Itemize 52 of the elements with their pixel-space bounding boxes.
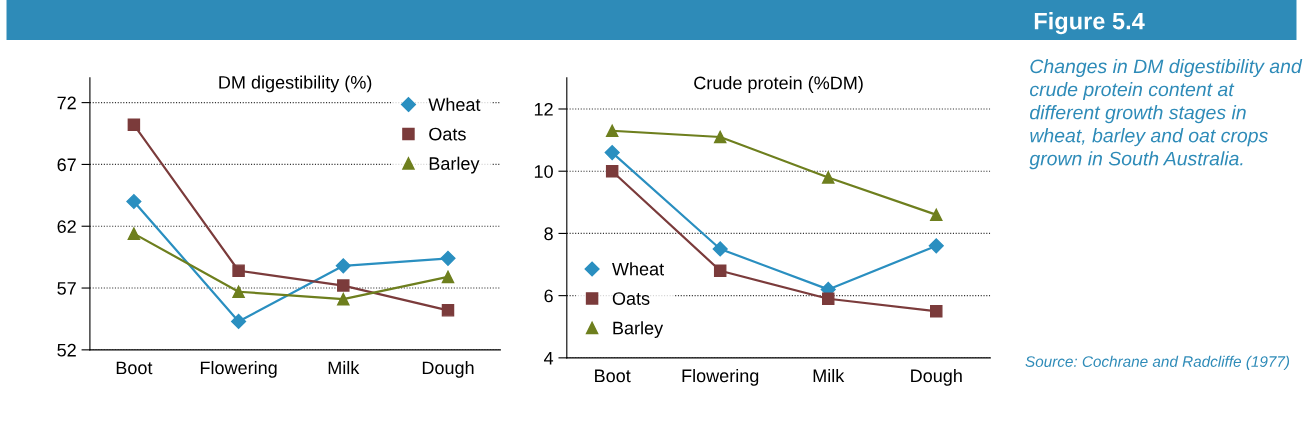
point [928, 238, 944, 254]
text: Figure 5.4 [1034, 12, 1145, 35]
legend-label: Wheat [612, 262, 664, 276]
x-tick-label: Flowering [682, 368, 759, 386]
point [713, 130, 727, 144]
point [605, 164, 619, 178]
y-tick-label: 52 [57, 343, 76, 357]
point [604, 144, 620, 161]
y-tick-label: 72 [57, 96, 76, 110]
legend-label: Barley [429, 156, 480, 174]
point [231, 313, 247, 329]
point [930, 304, 943, 318]
y-tick-label: 62 [57, 220, 76, 233]
chart-title: Crude protein (%DM) [694, 76, 863, 93]
point [713, 264, 727, 278]
point [232, 285, 245, 298]
point [821, 171, 835, 184]
point [232, 264, 245, 277]
point [126, 193, 142, 210]
chart-title: DM digestibility (%) [219, 75, 372, 93]
x-tick-label: Milk [328, 360, 360, 375]
y-tick-label: 8 [544, 227, 553, 241]
point [441, 304, 455, 317]
point [605, 124, 619, 138]
point [441, 270, 455, 284]
text: Changes in DM digestibility and crude protein content at different growth stages in wheat, barley and oat crops grown in South Australia. [1029, 58, 1303, 170]
x-tick-label: Milk [813, 368, 845, 383]
legend-label: Oats [429, 127, 466, 141]
x-tick-label: Dough [911, 368, 962, 386]
y-tick-label: 6 [544, 289, 553, 303]
y-tick-label: 12 [534, 102, 553, 116]
point [440, 250, 456, 266]
point [337, 279, 350, 292]
y-tick-label: 10 [534, 165, 553, 178]
y-tick-label: 4 [543, 351, 554, 365]
legend-label: Oats [612, 292, 650, 305]
point [335, 258, 351, 274]
point [821, 292, 835, 305]
point [127, 118, 141, 132]
x-tick-label: Boot [595, 369, 631, 383]
x-tick-label: Dough [422, 360, 474, 378]
legend-label: Barley [613, 321, 664, 338]
y-tick-label: 67 [57, 158, 76, 172]
point [337, 292, 350, 306]
point [127, 227, 141, 240]
x-tick-label: Flowering [200, 360, 277, 378]
source-note: Source: Cochrane and Radcliffe (1977) [1025, 355, 1290, 370]
x-tick-label: Boot [116, 361, 153, 375]
point [712, 241, 728, 257]
y-tick-label: 57 [57, 282, 76, 295]
legend-label: Wheat [428, 97, 481, 112]
point [930, 208, 943, 222]
